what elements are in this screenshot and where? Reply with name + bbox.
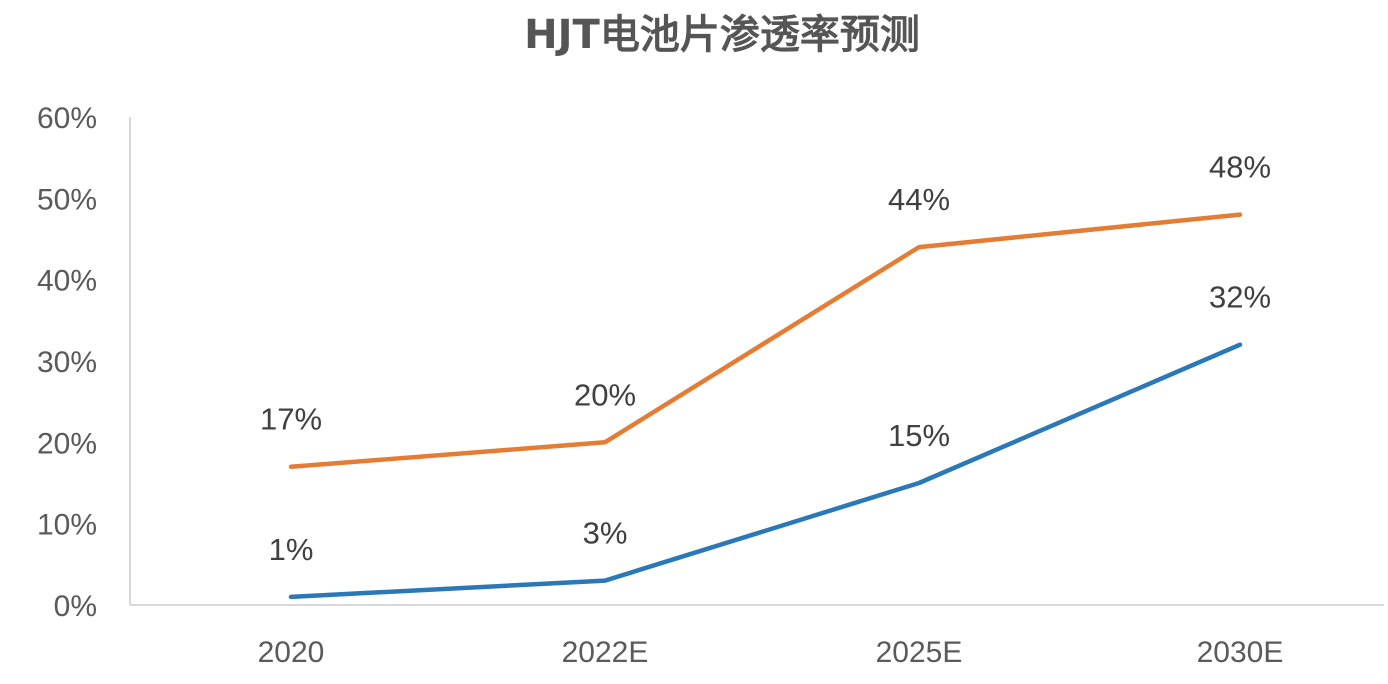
y-tick-label: 60%: [37, 102, 97, 135]
series-line-0: [288, 212, 1243, 469]
data-label: 20%: [574, 377, 636, 412]
data-label: 3%: [583, 516, 628, 551]
y-tick-label: 30%: [37, 346, 97, 379]
y-tick-label: 20%: [37, 427, 97, 460]
data-label: 17%: [260, 402, 322, 437]
data-label: 32%: [1209, 280, 1271, 315]
series-lines: [288, 212, 1243, 600]
x-tick-label: 2030E: [1197, 636, 1284, 669]
x-axis-ticks: 2020 2022E 2025E 2030E: [258, 636, 1284, 669]
x-tick-label: 2020: [258, 636, 325, 669]
data-label: 44%: [888, 182, 950, 217]
y-tick-label: 0%: [54, 590, 97, 623]
series-line-1: [288, 342, 1243, 600]
data-labels: 17% 20% 44% 48% 1% 3% 15% 32%: [260, 150, 1271, 567]
data-label: 48%: [1209, 150, 1271, 185]
y-tick-label: 10%: [37, 509, 97, 542]
x-tick-label: 2025E: [876, 636, 963, 669]
data-label: 15%: [888, 418, 950, 453]
chart-title: HJT电池片渗透率预测: [524, 12, 920, 58]
data-label: 1%: [269, 532, 314, 567]
x-tick-label: 2022E: [562, 636, 649, 669]
y-tick-label: 50%: [37, 183, 97, 216]
y-axis-ticks: 0% 10% 20% 30% 40% 50% 60%: [37, 102, 97, 623]
y-tick-label: 40%: [37, 265, 97, 298]
